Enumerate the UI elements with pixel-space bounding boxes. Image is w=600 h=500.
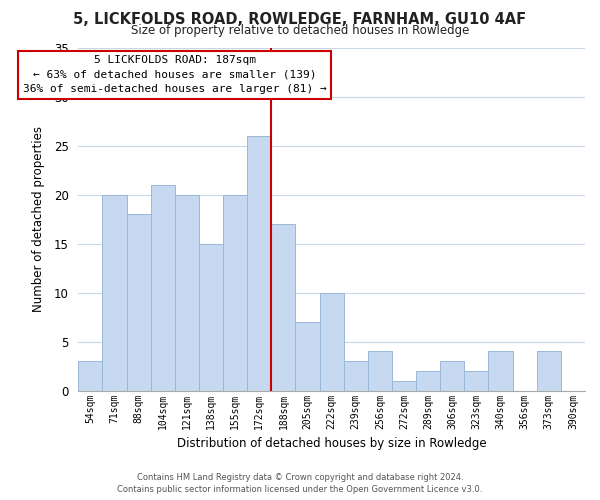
Bar (79, 361, 103, 390)
Y-axis label: Number of detached properties: Number of detached properties (32, 126, 46, 312)
Bar (392, 381, 416, 390)
Bar (103, 194, 127, 390)
Text: Size of property relative to detached houses in Rowledge: Size of property relative to detached ho… (131, 24, 469, 37)
Bar (151, 185, 175, 390)
Bar (199, 244, 223, 390)
Text: 5 LICKFOLDS ROAD: 187sqm
← 63% of detached houses are smaller (139)
36% of semi-: 5 LICKFOLDS ROAD: 187sqm ← 63% of detach… (23, 56, 326, 94)
Bar (368, 352, 392, 391)
Bar (344, 361, 368, 390)
Bar (537, 352, 561, 391)
Bar (271, 224, 295, 390)
Bar (295, 322, 320, 390)
Bar (440, 361, 464, 390)
Bar (488, 352, 512, 391)
Bar (175, 194, 199, 390)
Text: 5, LICKFOLDS ROAD, ROWLEDGE, FARNHAM, GU10 4AF: 5, LICKFOLDS ROAD, ROWLEDGE, FARNHAM, GU… (73, 12, 527, 28)
X-axis label: Distribution of detached houses by size in Rowledge: Distribution of detached houses by size … (177, 437, 487, 450)
Bar (127, 214, 151, 390)
Bar (320, 292, 344, 390)
Bar (223, 194, 247, 390)
Text: Contains HM Land Registry data © Crown copyright and database right 2024.
Contai: Contains HM Land Registry data © Crown c… (118, 472, 482, 494)
Bar (247, 136, 271, 390)
Bar (416, 371, 440, 390)
Bar (464, 371, 488, 390)
